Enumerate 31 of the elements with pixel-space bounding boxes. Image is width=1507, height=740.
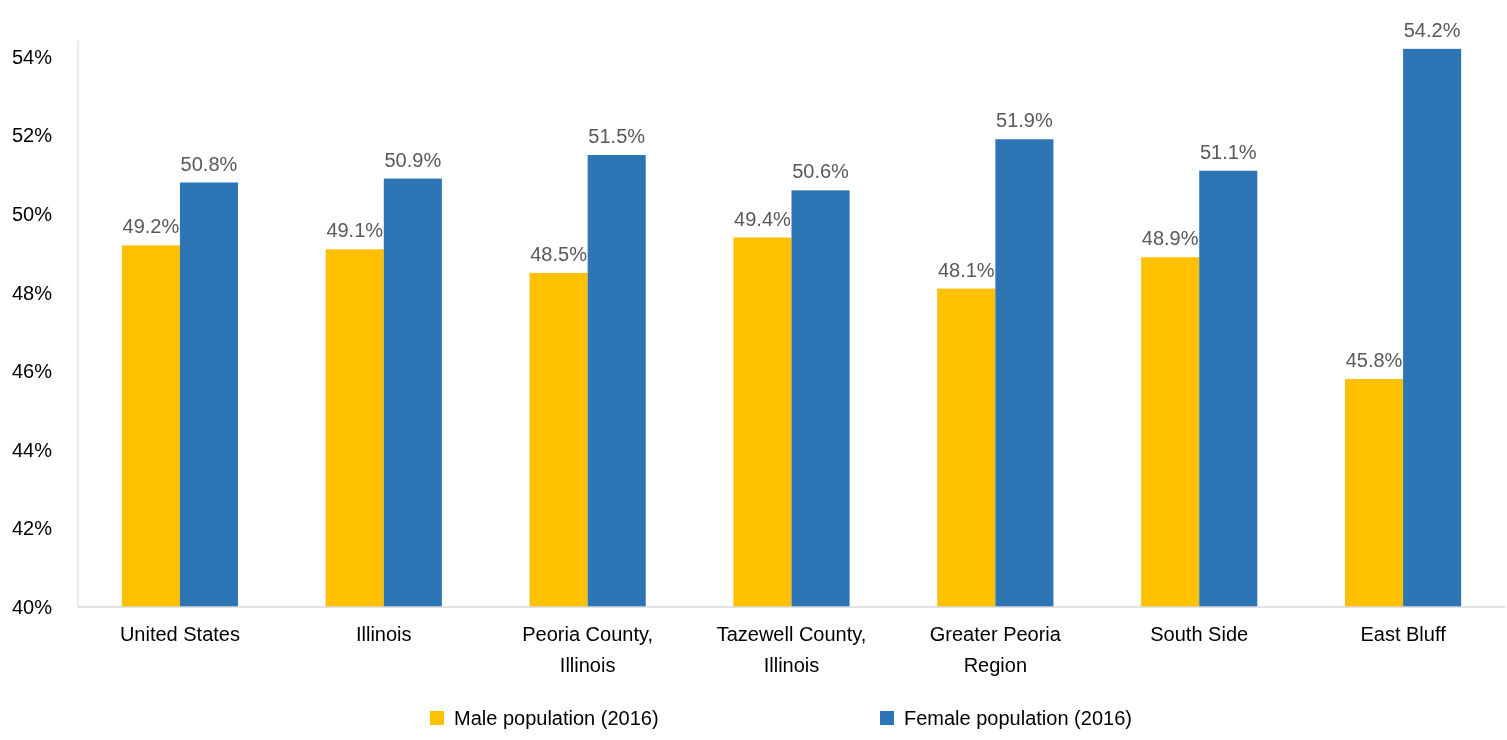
x-tick-label: Tazewell County, Illinois bbox=[716, 623, 867, 676]
x-tick-label: South Side bbox=[1150, 623, 1249, 645]
y-tick-label: 42% bbox=[11, 517, 53, 540]
x-tick-label: United States bbox=[119, 623, 240, 645]
legend-label: Male population (2016) bbox=[454, 707, 659, 729]
data-label: 49.2% bbox=[122, 215, 180, 238]
legend-label: Female population (2016) bbox=[904, 707, 1132, 729]
x-tick-label: East Bluff bbox=[1360, 623, 1447, 645]
data-label: 48.5% bbox=[530, 242, 588, 265]
data-label: 54.2% bbox=[1403, 18, 1461, 41]
x-tick-label: Illinois bbox=[356, 623, 412, 645]
y-tick-label: 48% bbox=[11, 281, 53, 304]
data-label: 50.6% bbox=[792, 160, 850, 183]
y-tick-label: 40% bbox=[11, 596, 53, 618]
data-label: 48.1% bbox=[937, 258, 995, 281]
y-tick-label: 54% bbox=[11, 45, 53, 68]
y-tick-label: 52% bbox=[11, 124, 53, 147]
data-label: 45.8% bbox=[1345, 349, 1403, 372]
data-label: 51.1% bbox=[1199, 140, 1257, 163]
y-tick-label: 46% bbox=[11, 360, 53, 383]
data-label: 50.9% bbox=[384, 148, 442, 171]
y-tick-label: 44% bbox=[11, 438, 53, 461]
y-tick-label: 50% bbox=[11, 202, 53, 225]
data-label: 48.9% bbox=[1141, 227, 1199, 250]
x-tick-label: Greater Peoria Region bbox=[929, 623, 1062, 676]
data-label: 51.5% bbox=[588, 124, 646, 147]
data-label: 51.9% bbox=[996, 109, 1053, 132]
data-label: 49.1% bbox=[326, 219, 384, 242]
x-tick-label: Peoria County, Illinois bbox=[522, 623, 654, 676]
data-label: 49.4% bbox=[734, 207, 792, 230]
data-label: 50.8% bbox=[180, 152, 238, 175]
